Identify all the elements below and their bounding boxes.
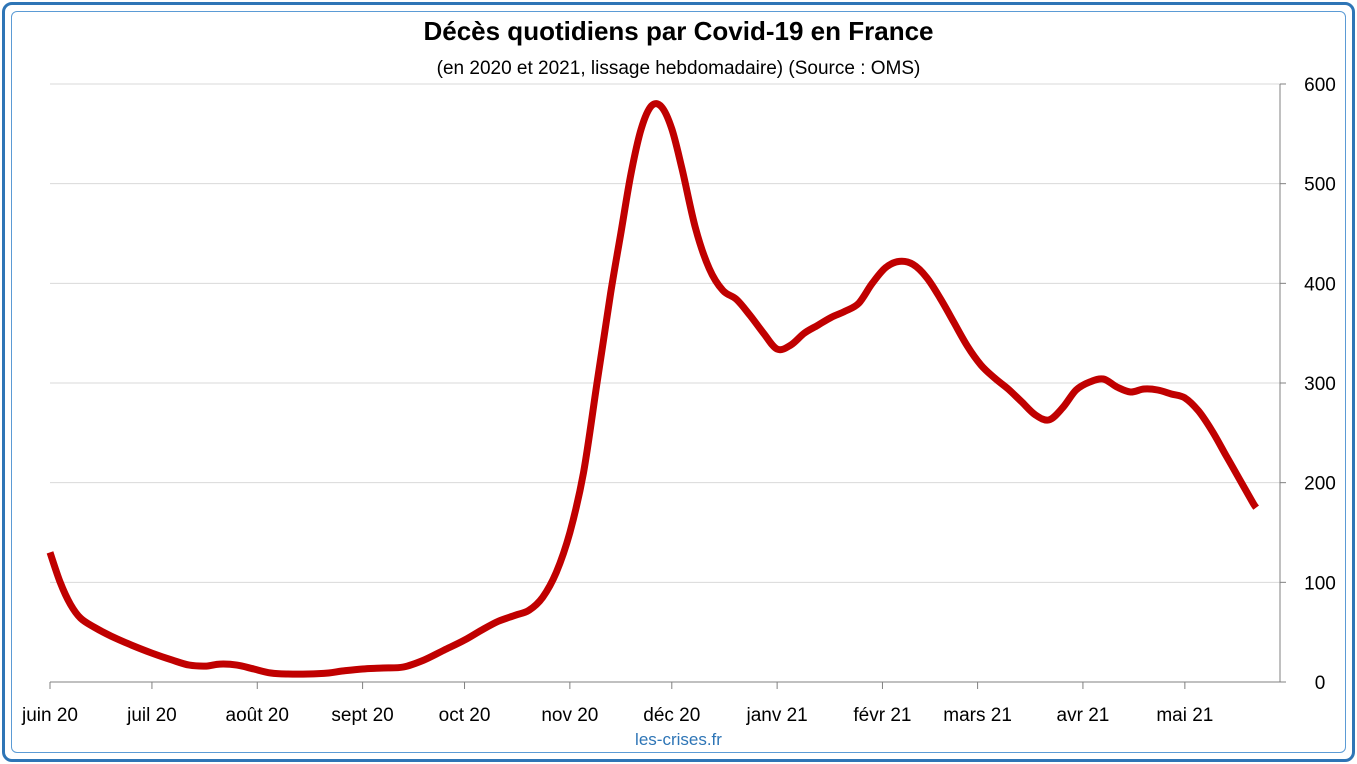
chart-subtitle: (en 2020 et 2021, lissage hebdomadaire) …: [436, 58, 921, 79]
x-tick-label: août 20: [226, 705, 289, 726]
y-tick-label: 500: [1304, 175, 1336, 196]
x-tick-label: juin 20: [21, 705, 78, 726]
x-tick-label: févr 21: [853, 705, 911, 726]
chart-inner-border: [11, 11, 1346, 753]
y-tick-label: 0: [1315, 673, 1326, 694]
y-tick-label: 600: [1304, 75, 1336, 96]
y-tick-label: 100: [1304, 573, 1336, 594]
x-tick-label: sept 20: [331, 705, 393, 726]
source-watermark: les-crises.fr: [635, 730, 722, 749]
x-tick-label: déc 20: [643, 705, 700, 726]
y-tick-label: 200: [1304, 474, 1336, 495]
x-tick-label: janv 21: [745, 705, 807, 726]
x-tick-label: avr 21: [1057, 705, 1110, 726]
x-tick-label: nov 20: [541, 705, 598, 726]
y-tick-label: 400: [1304, 274, 1336, 295]
x-tick-label: oct 20: [439, 705, 491, 726]
series-line-deces: [46, 100, 1259, 678]
chart-title: Décès quotidiens par Covid-19 en France: [423, 16, 934, 46]
x-tick-label: mai 21: [1156, 705, 1213, 726]
x-tick-label: juil 20: [126, 705, 177, 726]
x-tick-label: mars 21: [943, 705, 1012, 726]
y-tick-label: 300: [1304, 374, 1336, 395]
